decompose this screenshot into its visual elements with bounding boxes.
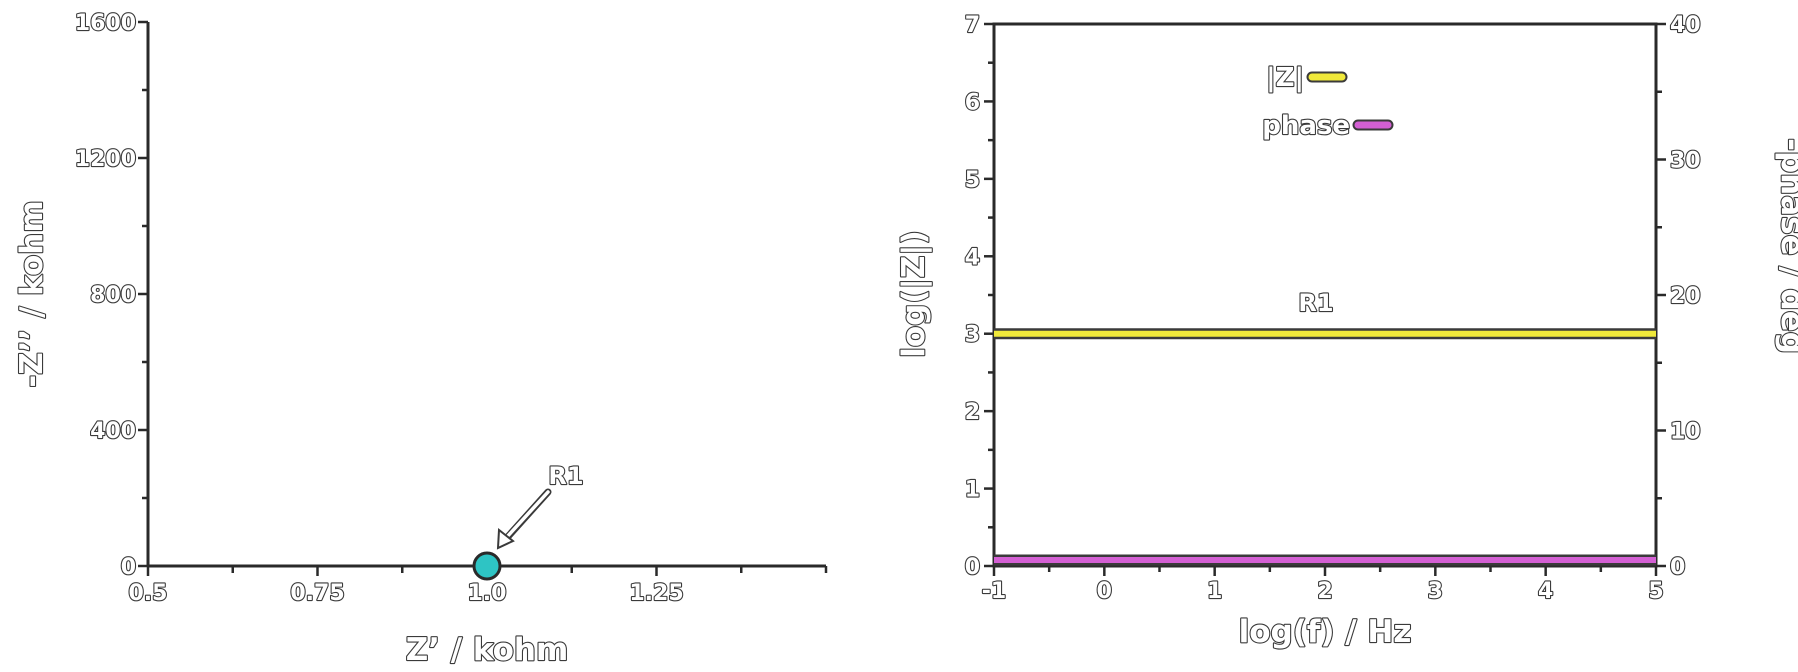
bode-y-right-tick-label: 40 bbox=[1670, 13, 1701, 38]
nyquist-x-tick-label: 0.75 bbox=[290, 581, 344, 606]
nyquist-x-axis-label: Z’ / kohm bbox=[406, 632, 569, 668]
bode-ticks bbox=[984, 22, 1666, 576]
bode-y-tick-label: 5 bbox=[965, 168, 980, 193]
bode-y-tick-label: 2 bbox=[965, 400, 980, 425]
nyquist-annotation-label: R1 bbox=[548, 462, 583, 490]
bode-y-tick-label: 3 bbox=[965, 323, 980, 348]
bode-y-right-tick-label: 10 bbox=[1670, 420, 1701, 445]
bode-y-tick-label: 1 bbox=[965, 478, 980, 503]
bode-x-tick-label: 1 bbox=[1207, 579, 1222, 604]
nyquist-tick-labels: 0 400 800 1200 1600 0.5 0.75 1.0 1.25 bbox=[74, 10, 685, 607]
nyquist-series bbox=[472, 551, 502, 581]
nyquist-y-tick-label: 0 bbox=[121, 555, 136, 580]
nyquist-y-tick-label: 1200 bbox=[75, 147, 136, 172]
bode-legend: |Z| phase bbox=[1261, 62, 1394, 142]
nyquist-y-tick-label: 1600 bbox=[75, 11, 136, 36]
bode-y-right-tick-label: 30 bbox=[1670, 149, 1701, 174]
nyquist-y-tick-label: 400 bbox=[90, 419, 136, 444]
bode-x-tick-label: 0 bbox=[1097, 579, 1112, 604]
legend-label-impedance: |Z| bbox=[1266, 63, 1304, 93]
nyquist-data-point bbox=[472, 551, 502, 581]
legend-label-phase: phase bbox=[1262, 111, 1350, 141]
bode-y-right-tick-label: 20 bbox=[1670, 284, 1701, 309]
bode-x-tick-label: 3 bbox=[1428, 579, 1443, 604]
bode-y-axis-right-label: -phase / deg bbox=[1774, 138, 1798, 354]
bode-y-axis-label: log(|Z|) bbox=[896, 230, 932, 358]
bode-series bbox=[994, 328, 1656, 566]
nyquist-annotation-arrowhead bbox=[496, 528, 515, 550]
bode-y-right-tick-label: 0 bbox=[1670, 555, 1685, 580]
bode-x-tick-label: -1 bbox=[982, 579, 1006, 604]
nyquist-x-tick-label: 0.5 bbox=[129, 581, 168, 606]
nyquist-ticks bbox=[138, 20, 828, 576]
bode-y-tick-label: 0 bbox=[965, 555, 980, 580]
nyquist-y-axis-label: -Z’’ / kohm bbox=[14, 200, 50, 387]
bode-annotation-label: R1 bbox=[1298, 289, 1333, 317]
bode-x-tick-label: 5 bbox=[1648, 579, 1663, 604]
nyquist-x-tick-label: 1.25 bbox=[629, 581, 683, 606]
nyquist-x-tick-label: 1.0 bbox=[468, 581, 507, 606]
nyquist-y-tick-label: 800 bbox=[90, 283, 136, 308]
bode-x-tick-label: 2 bbox=[1317, 579, 1332, 604]
bode-x-tick-label: 4 bbox=[1538, 579, 1553, 604]
nyquist-annotation-arrow-inner bbox=[504, 490, 550, 540]
bode-x-axis-label: log(f) / Hz bbox=[1239, 614, 1412, 650]
bode-y-tick-label: 6 bbox=[965, 90, 980, 115]
bode-y-tick-label: 4 bbox=[965, 245, 980, 270]
bode-y-tick-label: 7 bbox=[965, 13, 980, 38]
nyquist-axes bbox=[146, 22, 826, 568]
